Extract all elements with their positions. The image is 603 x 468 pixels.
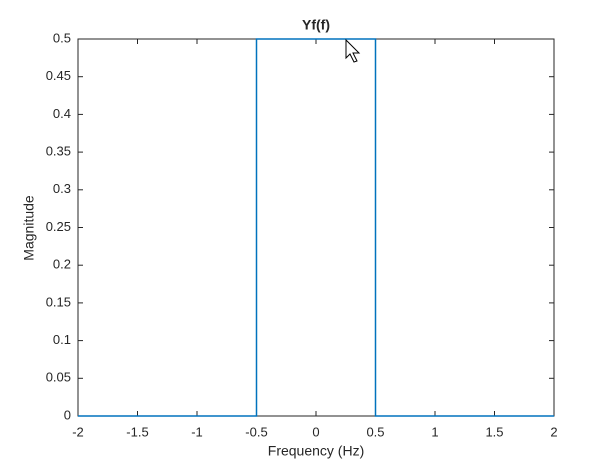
y-axis-label: Magnitude [21,195,37,261]
x-tick-label: 0.5 [366,424,384,439]
y-tick-label: 0 [64,407,71,422]
y-tick-label: 0.5 [53,30,71,45]
y-tick-label: 0.45 [46,68,71,83]
x-tick-label: -2 [72,424,84,439]
x-tick-label: -0.5 [245,424,267,439]
chart-title: Yf(f) [302,17,330,33]
x-tick-label: 0 [312,424,319,439]
y-tick-label: 0.2 [53,257,71,272]
x-tick-label: 1 [431,424,438,439]
y-tick-label: 0.25 [46,219,71,234]
x-axis-label: Frequency (Hz) [268,443,364,459]
mouse-cursor [345,38,361,63]
y-tick-label: 0.05 [46,370,71,385]
y-tick-label: 0.1 [53,332,71,347]
y-tick-label: 0.3 [53,181,71,196]
y-tick-label: 0.35 [46,144,71,159]
x-tick-label: -1.5 [126,424,148,439]
data-line [78,38,554,417]
x-tick-label: 1.5 [485,424,503,439]
x-tick-label: -1 [191,424,203,439]
x-tick-label: 2 [550,424,557,439]
y-tick-label: 0.4 [53,106,71,121]
y-tick-label: 0.15 [46,294,71,309]
